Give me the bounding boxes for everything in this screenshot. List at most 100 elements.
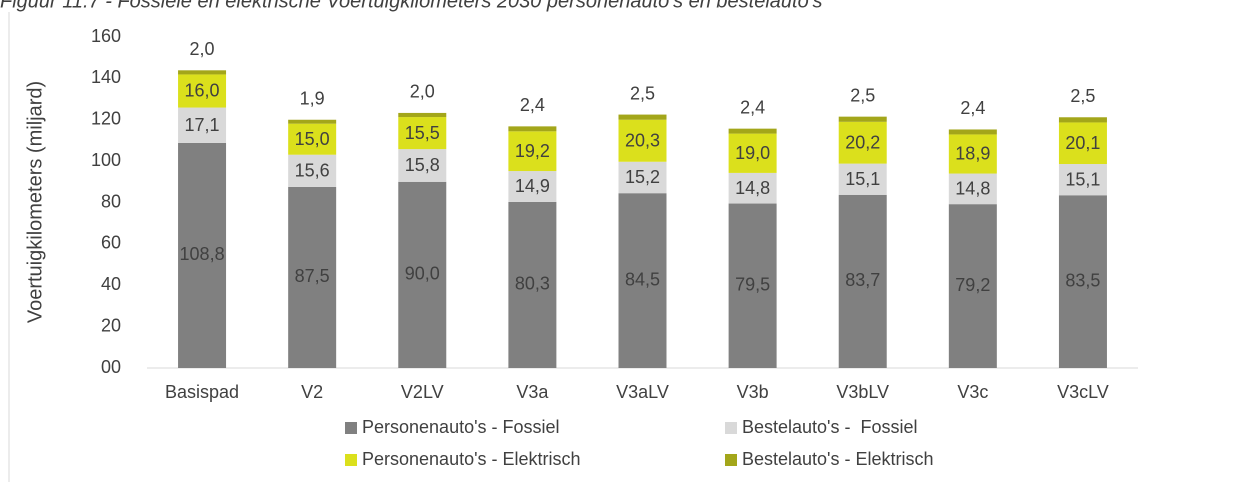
data-label: 2,4 bbox=[740, 97, 765, 117]
x-tick-label: V3cLV bbox=[1057, 382, 1109, 402]
bar-segment bbox=[948, 204, 997, 368]
data-label: 2,0 bbox=[410, 82, 435, 102]
legend-swatch bbox=[345, 422, 357, 434]
legend-swatch bbox=[345, 454, 357, 466]
bar-segment bbox=[1058, 195, 1107, 368]
data-label: 83,5 bbox=[1065, 270, 1100, 290]
x-tick-label: V3a bbox=[516, 382, 549, 402]
data-label: 83,7 bbox=[845, 270, 880, 290]
y-tick-label: 120 bbox=[91, 109, 121, 129]
data-label: 15,0 bbox=[295, 129, 330, 149]
y-axis-label: Voertuigkilometers (miljard) bbox=[24, 81, 46, 323]
x-tick-label: V3bLV bbox=[836, 382, 889, 402]
bar-segment bbox=[508, 171, 557, 202]
bar-segment bbox=[398, 181, 447, 368]
bar-segment bbox=[618, 193, 667, 368]
x-tick-label: V2 bbox=[301, 382, 323, 402]
chart-title: Figuur 11.7 - Fossiele en elektrische Vo… bbox=[0, 0, 823, 12]
legend-swatch bbox=[725, 454, 737, 466]
bar-segment bbox=[1058, 164, 1107, 196]
bar-segment bbox=[728, 133, 777, 173]
data-label: 2,0 bbox=[190, 39, 215, 59]
data-label: 16,0 bbox=[185, 81, 220, 101]
bar-segment bbox=[178, 142, 227, 368]
data-label: 15,8 bbox=[405, 155, 440, 175]
data-label: 84,5 bbox=[625, 269, 660, 289]
bar-segment bbox=[178, 107, 227, 143]
bar-segment bbox=[398, 149, 447, 182]
data-label: 20,2 bbox=[845, 132, 880, 152]
bar-segment bbox=[1058, 117, 1107, 123]
data-label: 15,1 bbox=[1065, 169, 1100, 189]
bar-segment bbox=[948, 134, 997, 174]
data-label: 2,4 bbox=[520, 95, 545, 115]
legend-label: Personenauto's - Elektrisch bbox=[362, 449, 581, 469]
bar-segment bbox=[288, 119, 337, 124]
bar-segment bbox=[1058, 122, 1107, 165]
bar-segment bbox=[618, 161, 667, 194]
bar-segment bbox=[508, 126, 557, 132]
data-label: 15,6 bbox=[295, 161, 330, 181]
bar-segment bbox=[728, 172, 777, 204]
y-tick-label: 20 bbox=[101, 315, 121, 335]
bar-segment bbox=[508, 131, 557, 172]
bar-segment bbox=[838, 121, 887, 164]
data-label: 14,9 bbox=[515, 176, 550, 196]
data-label: 20,1 bbox=[1065, 133, 1100, 153]
bar-segment bbox=[288, 123, 337, 155]
bar-segment bbox=[728, 128, 777, 134]
bar-segment bbox=[398, 117, 447, 150]
bar-segment bbox=[838, 116, 887, 122]
y-tick-label: 100 bbox=[91, 150, 121, 170]
bar-segment bbox=[618, 119, 667, 162]
bar-segment bbox=[838, 163, 887, 195]
bar-segment bbox=[398, 112, 447, 118]
y-tick-label: 140 bbox=[91, 67, 121, 87]
data-label: 79,2 bbox=[955, 275, 990, 295]
x-tick-label: V2LV bbox=[401, 382, 444, 402]
legend-label: Personenauto's - Fossiel bbox=[362, 417, 560, 437]
y-tick-label: 80 bbox=[101, 191, 121, 211]
data-label: 1,9 bbox=[300, 89, 325, 109]
bar-segment bbox=[728, 203, 777, 368]
bar-segment bbox=[948, 129, 997, 135]
data-label: 108,8 bbox=[180, 244, 225, 264]
data-label: 15,2 bbox=[625, 167, 660, 187]
data-label: 2,5 bbox=[850, 85, 875, 105]
data-label: 15,1 bbox=[845, 169, 880, 189]
data-label: 17,1 bbox=[185, 115, 220, 135]
data-label: 14,8 bbox=[955, 179, 990, 199]
data-label: 20,3 bbox=[625, 130, 660, 150]
y-tick-label: 160 bbox=[91, 26, 121, 46]
bar-segment bbox=[508, 201, 557, 368]
bar-segment bbox=[178, 74, 227, 108]
data-label: 80,3 bbox=[515, 274, 550, 294]
x-tick-label: V3c bbox=[957, 382, 988, 402]
data-label: 2,5 bbox=[1070, 86, 1095, 106]
legend-swatch bbox=[725, 422, 737, 434]
data-label: 14,8 bbox=[735, 178, 770, 198]
y-tick-label: 00 bbox=[101, 357, 121, 377]
data-label: 79,5 bbox=[735, 275, 770, 295]
data-label: 15,5 bbox=[405, 123, 440, 143]
bar-segment bbox=[948, 173, 997, 205]
bar-segment bbox=[838, 194, 887, 368]
bar-segment bbox=[178, 70, 227, 75]
x-tick-label: Basispad bbox=[165, 382, 239, 402]
data-label: 18,9 bbox=[955, 144, 990, 164]
data-label: 19,0 bbox=[735, 143, 770, 163]
data-label: 19,2 bbox=[515, 141, 550, 161]
bar-segment bbox=[618, 114, 667, 120]
y-tick-label: 60 bbox=[101, 233, 121, 253]
x-tick-label: V3aLV bbox=[616, 382, 669, 402]
bar-segment bbox=[288, 186, 337, 368]
data-label: 2,5 bbox=[630, 83, 655, 103]
data-label: 87,5 bbox=[295, 266, 330, 286]
data-label: 2,4 bbox=[960, 98, 985, 118]
x-tick-label: V3b bbox=[737, 382, 769, 402]
data-label: 90,0 bbox=[405, 264, 440, 284]
legend-label: Bestelauto's - Elektrisch bbox=[742, 449, 934, 469]
y-tick-label: 40 bbox=[101, 274, 121, 294]
legend-label: Bestelauto's - Fossiel bbox=[742, 417, 918, 437]
